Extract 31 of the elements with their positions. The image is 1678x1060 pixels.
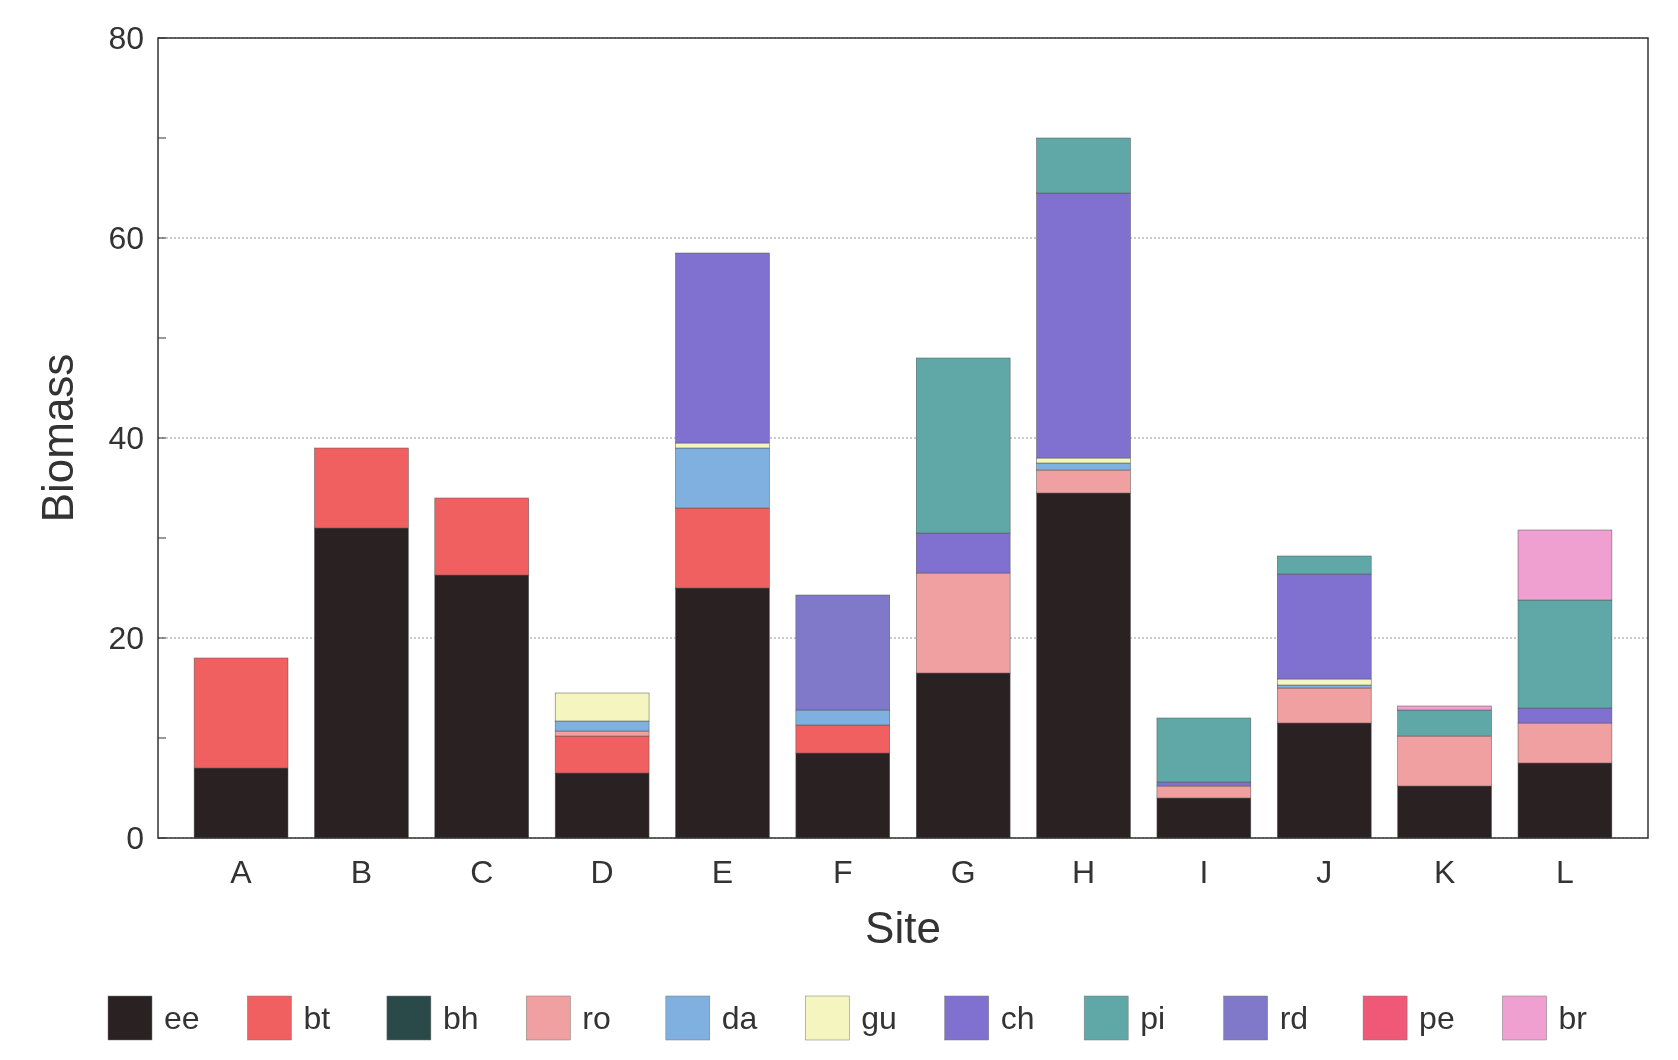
x-tick-label: E bbox=[711, 854, 734, 890]
legend-label: gu bbox=[861, 1000, 897, 1037]
x-axis-title: Site bbox=[865, 903, 941, 952]
y-tick-label: 20 bbox=[108, 620, 144, 657]
x-tick-label: G bbox=[950, 854, 976, 890]
x-tick-label: B bbox=[350, 854, 373, 890]
x-tick-label: L bbox=[1556, 854, 1574, 890]
y-tick-label: 80 bbox=[108, 20, 144, 57]
x-tick-label: I bbox=[1199, 854, 1209, 890]
legend-label: pe bbox=[1419, 1000, 1455, 1037]
legend-label: rd bbox=[1279, 1000, 1309, 1037]
x-tick-label: J bbox=[1316, 854, 1333, 890]
y-tick-label: 40 bbox=[108, 420, 144, 457]
legend-label: bh bbox=[442, 1000, 479, 1037]
legend-label: ro bbox=[582, 1000, 611, 1037]
bar bbox=[1156, 717, 1252, 783]
legend-label: da bbox=[721, 1000, 758, 1037]
x-tick-label: H bbox=[1071, 854, 1096, 890]
legend-label: bt bbox=[303, 1000, 331, 1037]
x-tick-label: K bbox=[1433, 854, 1456, 890]
y-tick-label: 60 bbox=[108, 220, 144, 257]
y-tick-label: 0 bbox=[126, 820, 144, 857]
x-tick-label: A bbox=[230, 854, 253, 890]
x-tick-label: C bbox=[470, 854, 494, 890]
legend-label: pi bbox=[1140, 1000, 1166, 1037]
legend-label: ee bbox=[164, 1000, 200, 1037]
y-axis-title: Biomass bbox=[33, 353, 82, 523]
legend-label: br bbox=[1558, 1000, 1588, 1037]
x-tick-label: F bbox=[833, 854, 853, 890]
x-tick-label: D bbox=[590, 854, 614, 890]
legend-label: ch bbox=[1000, 1000, 1035, 1037]
